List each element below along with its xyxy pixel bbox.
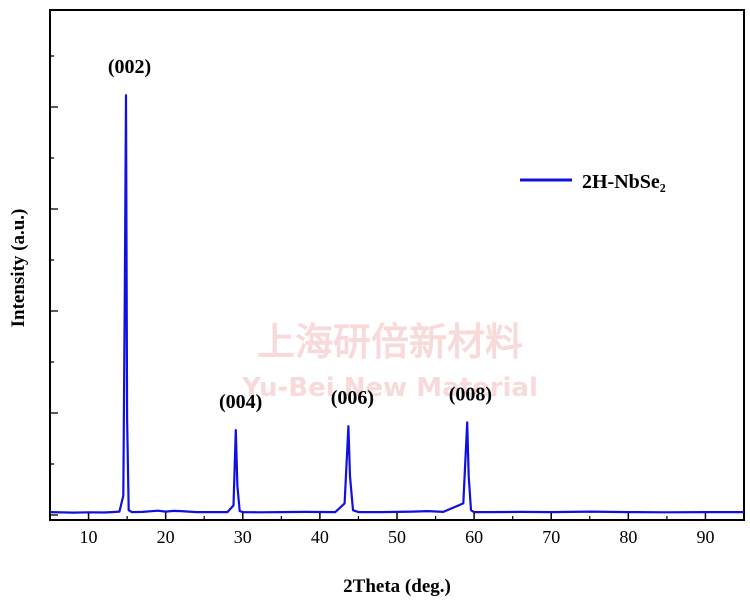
x-axis-tick-labels: 10 20 30 40 50 60 70 80 90 bbox=[80, 527, 715, 547]
peak-annotations: (002) (004) (006) (008) bbox=[108, 56, 492, 413]
plot-frame bbox=[49, 9, 745, 521]
x-tick-label: 80 bbox=[619, 527, 637, 547]
x-tick-label: 10 bbox=[80, 527, 98, 547]
x-tick-label: 20 bbox=[157, 527, 175, 547]
x-tick-label: 30 bbox=[234, 527, 252, 547]
watermark-english: Yu-Bei New Material bbox=[241, 373, 538, 403]
y-axis-ticks bbox=[50, 55, 58, 516]
series-layer bbox=[49, 94, 744, 514]
peak-label: (008) bbox=[449, 383, 492, 405]
peak-label: (004) bbox=[219, 391, 262, 413]
x-tick-label: 70 bbox=[542, 527, 560, 547]
peak-label: (002) bbox=[108, 56, 151, 78]
x-tick-label: 60 bbox=[465, 527, 483, 547]
x-tick-label: 90 bbox=[696, 527, 714, 547]
legend-label: 2H-NbSe₂ bbox=[582, 171, 666, 193]
x-tick-label: 40 bbox=[311, 527, 329, 547]
watermark-chinese: 上海研倍新材料 bbox=[257, 320, 523, 364]
series-line bbox=[49, 94, 744, 514]
legend: 2H-NbSe₂ bbox=[520, 171, 666, 193]
x-tick-label: 50 bbox=[388, 527, 406, 547]
y-axis-title: Intensity (a.u.) bbox=[8, 209, 29, 328]
x-axis-title: 2Theta (deg.) bbox=[343, 576, 451, 597]
x-axis-ticks bbox=[49, 512, 745, 520]
peak-label: (006) bbox=[331, 387, 374, 409]
